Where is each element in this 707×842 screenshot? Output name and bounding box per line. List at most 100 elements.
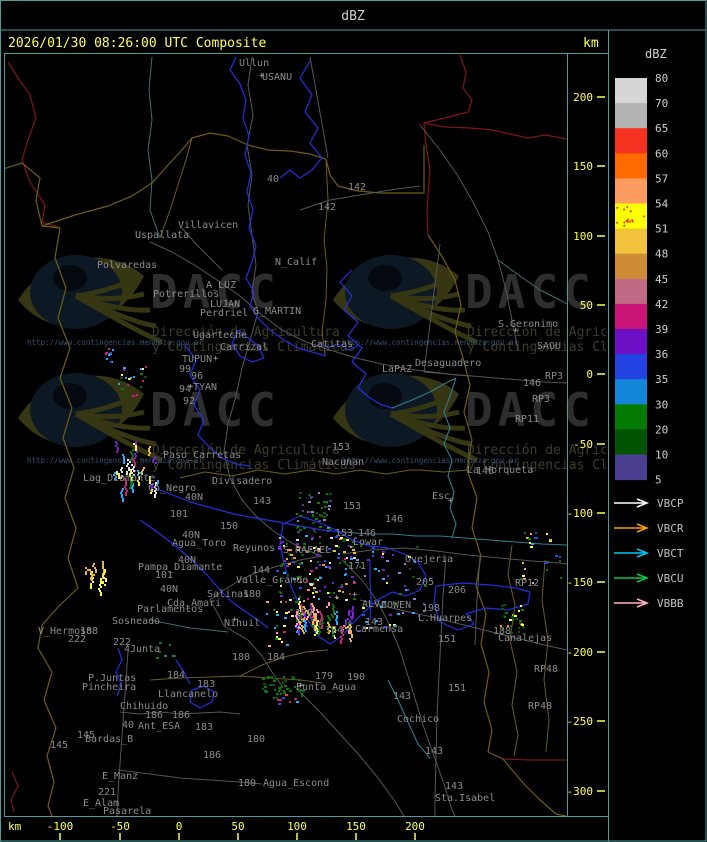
echo-pixel bbox=[524, 532, 526, 534]
map-label: 183 bbox=[197, 679, 215, 690]
map-label: Carmensa bbox=[355, 624, 403, 635]
echo-pixel bbox=[140, 386, 142, 388]
echo-pixel bbox=[317, 548, 320, 550]
echo-pixel bbox=[114, 472, 116, 474]
echo-pixel bbox=[367, 559, 370, 561]
map-line bbox=[502, 758, 567, 761]
echo-pixel bbox=[389, 614, 392, 616]
echo-pixel bbox=[91, 573, 93, 575]
echo-pixel bbox=[327, 566, 330, 568]
echo-pixel bbox=[273, 680, 276, 682]
map-line bbox=[391, 377, 457, 409]
echo-pixel bbox=[277, 699, 280, 701]
echo-pixel bbox=[339, 562, 341, 564]
echo-pixel bbox=[280, 580, 283, 582]
echo-pixel bbox=[352, 606, 354, 608]
echo-pixel bbox=[298, 598, 300, 600]
echo-pixel bbox=[323, 501, 326, 503]
watermark-url: http://www.contingencias.mendoza.gov.ar bbox=[27, 338, 204, 347]
echo-pixel bbox=[306, 618, 308, 620]
echo-pixel bbox=[316, 512, 318, 514]
echo-pixel bbox=[278, 638, 281, 640]
map-label: 184 bbox=[167, 670, 185, 681]
scale-band-label: 65 bbox=[655, 122, 668, 135]
echo-pixel bbox=[328, 602, 330, 604]
scale-band-label: 42 bbox=[655, 298, 668, 311]
echo-pixel bbox=[129, 475, 131, 477]
echo-pixel bbox=[122, 498, 124, 500]
echo-pixel bbox=[330, 537, 333, 539]
echo-pixel bbox=[319, 577, 322, 579]
echo-pixel bbox=[413, 598, 416, 600]
echo-pixel bbox=[154, 494, 156, 496]
echo-pixel bbox=[280, 693, 282, 695]
map-label: 179 bbox=[315, 671, 333, 682]
echo-pixel bbox=[276, 693, 279, 695]
echo-pixel bbox=[93, 563, 95, 565]
echo-pixel bbox=[424, 585, 427, 587]
echo-pixel bbox=[333, 610, 335, 612]
echo-pixel bbox=[121, 467, 123, 469]
echo-pixel bbox=[352, 549, 355, 551]
echo-pixel bbox=[131, 481, 133, 483]
map-label: 198 bbox=[422, 603, 440, 614]
echo-pixel bbox=[375, 620, 378, 622]
echo-pixel bbox=[333, 627, 335, 629]
echo-pixel bbox=[125, 377, 127, 379]
echo-pixel bbox=[135, 447, 137, 449]
echo-pixel bbox=[148, 450, 150, 452]
echo-pixel bbox=[530, 533, 532, 535]
echo-pixel bbox=[307, 598, 309, 600]
echo-pixel bbox=[343, 538, 346, 540]
echo-pixel bbox=[348, 632, 350, 634]
echo-pixel bbox=[344, 561, 346, 563]
echo-cluster bbox=[295, 601, 354, 644]
echo-pixel bbox=[133, 460, 135, 462]
echo-pixel bbox=[319, 611, 321, 613]
echo-pixel bbox=[284, 685, 287, 687]
echo-pixel bbox=[95, 569, 97, 571]
echo-pixel bbox=[142, 380, 144, 382]
x-axis-label: 0 bbox=[176, 820, 183, 833]
echo-pixel bbox=[127, 463, 129, 465]
vector-label: VBCU bbox=[657, 572, 684, 585]
map-label: 94 bbox=[179, 384, 191, 395]
y-axis-label: -200 bbox=[567, 646, 594, 659]
echo-pixel bbox=[301, 606, 303, 608]
echo-pixel bbox=[336, 621, 338, 623]
x-axis-label: -100 bbox=[47, 820, 74, 833]
map-line bbox=[229, 56, 257, 263]
echo-pixel bbox=[324, 586, 326, 588]
map-label: Ullun bbox=[239, 58, 269, 69]
echo-pixel bbox=[264, 686, 267, 688]
echo-pixel bbox=[294, 698, 297, 700]
echo-pixel bbox=[296, 623, 298, 625]
echo-pixel bbox=[273, 609, 275, 611]
echo-pixel bbox=[300, 612, 302, 614]
dbz-scale-layer: 80 70 65 60 57 54 51 48 45 42 39 36 35 30 20 10 5 bbox=[615, 72, 669, 487]
map-label: Salinas bbox=[207, 589, 249, 600]
echo-pixel bbox=[344, 574, 346, 576]
watermark-line1: Dirección de Agricultura bbox=[467, 325, 655, 340]
echo-pixel bbox=[286, 558, 288, 560]
vector-label: VBCR bbox=[657, 522, 684, 535]
echo-pixel bbox=[155, 492, 157, 494]
map-label: 145 bbox=[50, 740, 68, 751]
echo-pixel bbox=[318, 625, 320, 627]
map-label: E_Alam bbox=[83, 798, 119, 809]
echo-pixel bbox=[335, 536, 338, 538]
echo-pixel bbox=[522, 575, 525, 577]
echo-pixel bbox=[286, 644, 289, 646]
echo-pixel bbox=[115, 476, 117, 478]
echo-pixel bbox=[157, 480, 159, 482]
echo-pixel bbox=[340, 537, 343, 539]
echo-cluster bbox=[113, 441, 159, 502]
echo-pixel bbox=[298, 630, 300, 632]
echo-pixel bbox=[307, 610, 309, 612]
map-label: S.Geronimo bbox=[498, 319, 558, 330]
map-label: 145 bbox=[77, 730, 95, 741]
echo-pixel bbox=[152, 483, 154, 485]
echo-pixel bbox=[503, 604, 506, 606]
echo-pixel bbox=[370, 627, 373, 629]
